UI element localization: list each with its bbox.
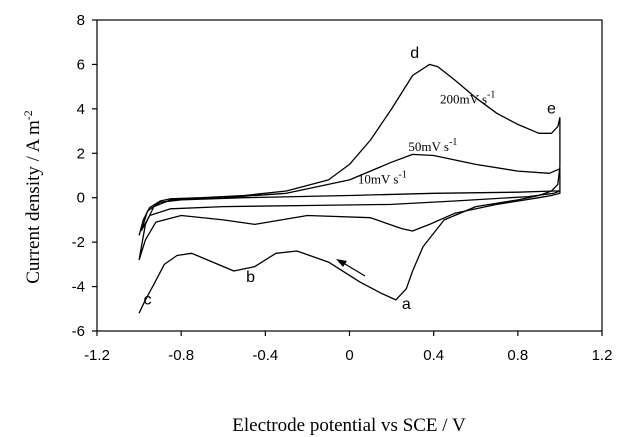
label-10mv: 10mV s-1 — [358, 169, 407, 186]
y-tick-label: 8 — [77, 12, 85, 29]
x-tick-label: 0.8 — [507, 347, 528, 364]
curve-50mv — [138, 153, 561, 261]
label-50mv: 50mV s-1 — [408, 137, 457, 154]
x-tick-label: -1.2 — [84, 347, 110, 364]
y-axis-title: Current density / A m-2 — [21, 110, 44, 284]
x-tick-label: 0.4 — [423, 347, 444, 364]
axes: -1.2 -0.8 -0.4 0 0.4 0.8 1.2 -6 -4 -2 0 2 4 6 8 — [72, 12, 613, 364]
y-axis-title-sup: -2 — [21, 110, 35, 120]
x-tick-label: -0.4 — [252, 347, 278, 364]
curve-10mv — [140, 190, 561, 232]
point-label-b: b — [246, 269, 255, 286]
point-label-d: d — [410, 45, 419, 62]
label-200mv: 200mV s-1 — [440, 89, 495, 106]
point-label-e: e — [547, 100, 556, 117]
y-tick-label: -4 — [72, 279, 85, 296]
y-tick-label: 2 — [77, 145, 85, 162]
plot-frame — [96, 19, 603, 332]
x-axis-title: Electrode potential vs SCE / V — [232, 415, 466, 436]
y-tick-label: 0 — [77, 190, 85, 207]
point-label-c: c — [144, 291, 152, 308]
x-tick-label: 1.2 — [592, 347, 613, 364]
x-tick-label: 0 — [345, 347, 353, 364]
curves — [138, 63, 561, 314]
x-tick-label: -0.8 — [168, 347, 194, 364]
point-label-a: a — [402, 296, 411, 313]
y-tick-label: 6 — [77, 56, 85, 73]
y-tick-label: -2 — [72, 234, 85, 251]
curve-200mv — [138, 63, 561, 314]
y-tick-label: -6 — [72, 323, 85, 340]
scan-direction-arrowhead — [336, 259, 347, 267]
y-tick-label: 4 — [77, 101, 85, 118]
y-axis-title-main: Current density / A m — [23, 120, 44, 284]
